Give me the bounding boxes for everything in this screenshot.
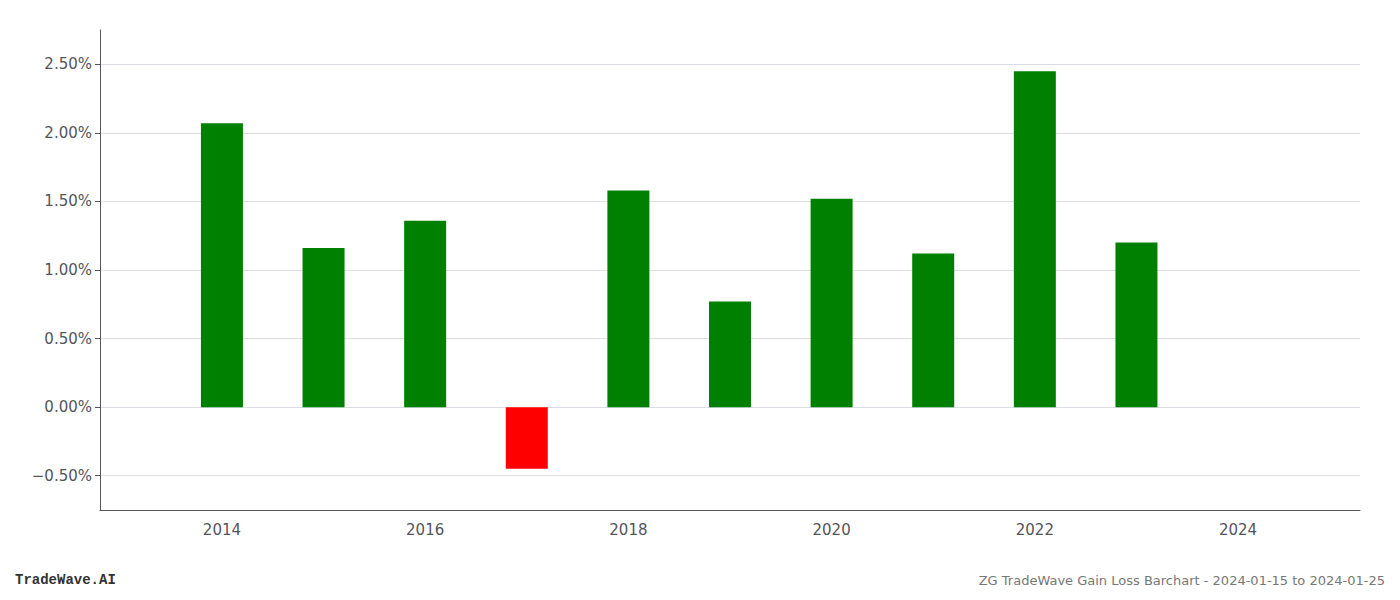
svg-text:−0.50%: −0.50% [32,467,92,485]
svg-text:2016: 2016 [406,521,444,539]
svg-text:1.00%: 1.00% [44,261,92,279]
svg-text:2014: 2014 [203,521,241,539]
svg-text:0.50%: 0.50% [44,330,92,348]
svg-text:2018: 2018 [609,521,647,539]
svg-text:2.00%: 2.00% [44,124,92,142]
svg-text:0.00%: 0.00% [44,398,92,416]
svg-text:2022: 2022 [1016,521,1054,539]
svg-text:2020: 2020 [813,521,851,539]
svg-text:TradeWave.AI: TradeWave.AI [15,572,116,588]
svg-text:2.50%: 2.50% [44,55,92,73]
svg-text:ZG TradeWave Gain Loss Barchar: ZG TradeWave Gain Loss Barchart - 2024-0… [979,573,1385,588]
svg-text:1.50%: 1.50% [44,192,92,210]
svg-text:2024: 2024 [1219,521,1257,539]
